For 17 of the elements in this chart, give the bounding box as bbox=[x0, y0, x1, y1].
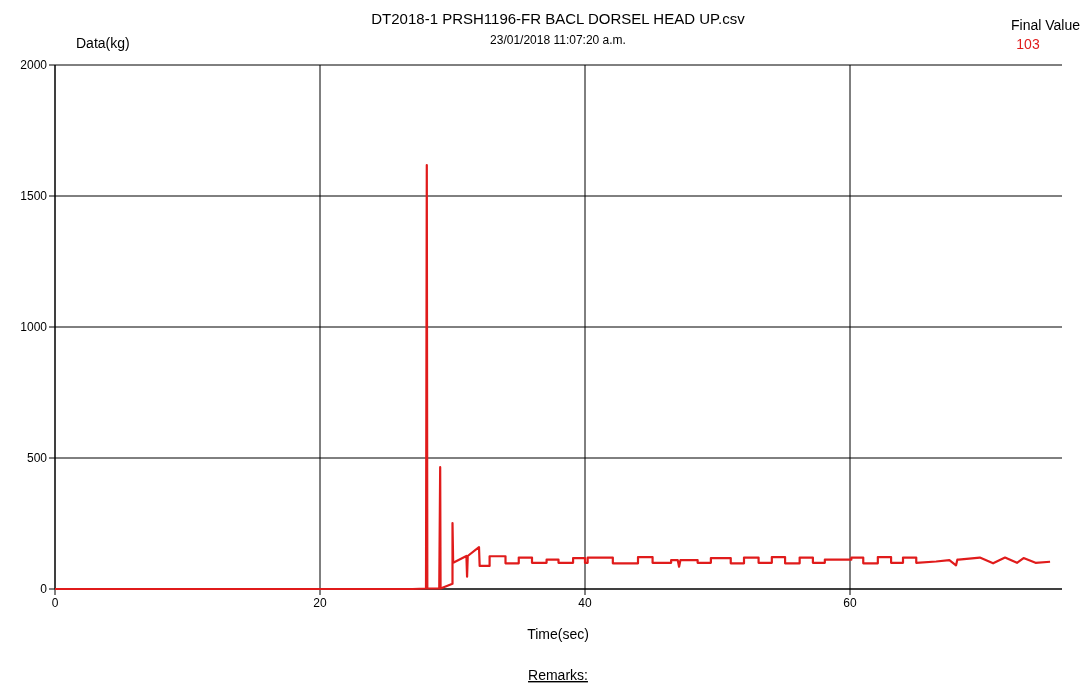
y-tick-label: 500 bbox=[26, 451, 48, 465]
text: Remarks: bbox=[528, 667, 588, 683]
y-tick-label: 1000 bbox=[20, 320, 48, 334]
chart-title: DT2018-1 PRSH1196-FR BACL DORSEL HEAD UP.csv bbox=[371, 10, 746, 27]
x-tick-label: 20 bbox=[313, 596, 327, 610]
y-tick-label: 2000 bbox=[20, 58, 48, 72]
text: Final Value bbox=[1010, 17, 1081, 33]
y-axis-title: Data(kg) bbox=[76, 35, 130, 51]
x-tick-label: 40 bbox=[578, 596, 592, 610]
text: 103 bbox=[1016, 36, 1040, 52]
y-tick-label: 1500 bbox=[20, 189, 48, 203]
chart-subtitle: 23/01/2018 11:07:20 a.m. bbox=[490, 33, 626, 47]
x-tick-label: 60 bbox=[843, 596, 857, 610]
x-tick-label: 0 bbox=[51, 596, 59, 610]
line-series bbox=[53, 163, 1052, 591]
x-axis-title: Time(sec) bbox=[527, 626, 589, 642]
y-tick-label: 0 bbox=[40, 582, 48, 596]
